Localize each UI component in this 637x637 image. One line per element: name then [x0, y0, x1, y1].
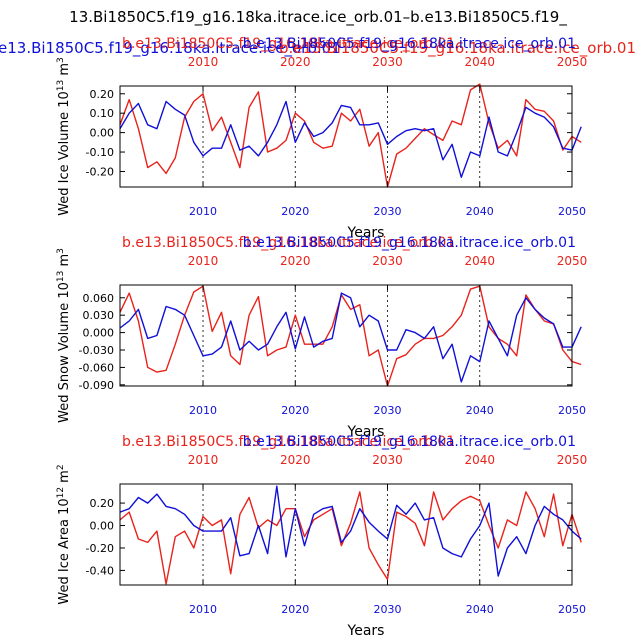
top-xtick-label: 2010	[188, 254, 219, 268]
top-xtick-label: 2030	[372, 55, 403, 69]
bottom-xtick-label: 2050	[558, 404, 586, 417]
header-title-red: b.e13.Bi1850C5.f19_g16.18ka.itrace.ice_o…	[279, 39, 636, 58]
y-axis-label-part: m	[57, 254, 72, 271]
series-line-red	[119, 491, 582, 585]
bottom-xtick-label: 2030	[374, 404, 402, 417]
y-axis-label-part: m	[57, 63, 72, 80]
header-title-blue: e13.Bi1850C5.f19_g16.18ka.itrace.ice_orb…	[0, 39, 341, 58]
ytick-label: 0.20	[90, 88, 115, 101]
bottom-xtick-label: 2010	[189, 205, 217, 218]
panels: b.e13.Bi1850C5.f19_g16.18ka.itrace.ice_o…	[56, 36, 587, 637]
panel-title-blue: b.e13.Bi1850C5.f19_g16.18ka.itrace.ice_o…	[243, 36, 576, 52]
ytick-label: -0.090	[79, 379, 114, 392]
top-xtick-label: 2040	[464, 453, 495, 467]
panel-title-blue: b.e13.Bi1850C5.f19_g16.18ka.itrace.ice_o…	[243, 235, 576, 251]
ytick-label: 0.00	[90, 127, 115, 140]
ytick-label: -0.40	[86, 564, 114, 577]
series-line-blue	[119, 485, 582, 577]
bottom-xtick-label: 2050	[558, 205, 586, 218]
ytick-label: -0.10	[86, 146, 114, 159]
y-axis-label-part: m	[57, 470, 72, 487]
top-xtick-label: 2030	[372, 254, 403, 268]
y-axis-label-exponent: 13	[56, 271, 66, 282]
plot-frame	[119, 483, 573, 586]
y-axis-label: Wed Snow Volume 1013 m3	[56, 248, 72, 423]
series-line-red	[119, 83, 582, 188]
x-axis-label: Years	[347, 225, 385, 241]
ytick-label: -0.030	[79, 344, 114, 357]
header-overlap: e13.Bi1850C5.f19_g16.18ka.itrace.ice_orb…	[0, 39, 636, 58]
top-xtick-label: 2020	[280, 453, 311, 467]
bottom-xtick-label: 2020	[281, 205, 309, 218]
ytick-label: 0.000	[83, 327, 115, 340]
bottom-xtick-label: 2020	[281, 603, 309, 616]
bottom-xtick-label: 2020	[281, 404, 309, 417]
header-title-black: 13.Bi1850C5.f19_g16.18ka.itrace.ice_orb.…	[69, 8, 567, 27]
panel-title-blue: b.e13.Bi1850C5.f19_g16.18ka.itrace.ice_o…	[243, 434, 576, 450]
y-axis-label-part: Wed Ice Volume 10	[57, 91, 72, 216]
bottom-xtick-label: 2030	[374, 205, 402, 218]
ytick-label: 0.030	[83, 309, 115, 322]
series-line-red	[119, 285, 582, 387]
top-xtick-label: 2030	[372, 453, 403, 467]
y-axis-label-exponent: 3	[56, 248, 66, 254]
top-xtick-label: 2020	[280, 55, 311, 69]
series-line-blue	[119, 292, 582, 383]
top-xtick-label: 2050	[557, 254, 588, 268]
panel-title-red: b.e13.Bi1850C5.f19_g16.18ka.itrace.ice_o…	[122, 434, 455, 450]
bottom-xtick-label: 2050	[558, 603, 586, 616]
panel-title-red: b.e13.Bi1850C5.f19_g16.18ka.itrace.ice_o…	[122, 235, 455, 251]
panel-snow-volume: b.e13.Bi1850C5.f19_g16.18ka.itrace.ice_o…	[56, 235, 587, 440]
top-xtick-label: 2040	[464, 254, 495, 268]
top-xtick-label: 2010	[188, 453, 219, 467]
y-axis-label-part: Wed Ice Area 10	[57, 498, 72, 604]
ytick-label: 0.00	[90, 520, 115, 533]
ytick-label: -0.060	[79, 361, 114, 374]
bottom-xtick-label: 2040	[466, 404, 494, 417]
ytick-label: 0.20	[90, 497, 115, 510]
y-axis-label-exponent: 13	[56, 80, 66, 91]
y-axis-label-part: Wed Snow Volume 10	[57, 282, 72, 423]
plot-frame	[119, 284, 573, 387]
plot-frame	[119, 85, 573, 188]
bottom-xtick-label: 2010	[189, 603, 217, 616]
y-axis-label: Wed Ice Volume 1013 m3	[56, 57, 72, 216]
panel-ice-volume: b.e13.Bi1850C5.f19_g16.18ka.itrace.ice_o…	[56, 36, 587, 241]
panel-title-red: b.e13.Bi1850C5.f19_g16.18ka.itrace.ice_o…	[122, 36, 455, 52]
top-xtick-label: 2050	[557, 453, 588, 467]
top-xtick-label: 2010	[188, 55, 219, 69]
bottom-xtick-label: 2030	[374, 603, 402, 616]
y-axis-label-exponent: 3	[56, 57, 66, 63]
x-axis-label: Years	[347, 623, 385, 637]
top-xtick-label: 2040	[464, 55, 495, 69]
y-axis-label-exponent: 2	[56, 464, 66, 470]
bottom-xtick-label: 2040	[466, 205, 494, 218]
series-line-blue	[119, 100, 582, 179]
y-axis-label-exponent: 12	[56, 487, 66, 498]
ytick-label: -0.20	[86, 165, 114, 178]
top-xtick-label: 2020	[280, 254, 311, 268]
bottom-xtick-label: 2010	[189, 404, 217, 417]
bottom-xtick-label: 2040	[466, 603, 494, 616]
x-axis-label: Years	[347, 424, 385, 440]
ytick-label: -0.20	[86, 542, 114, 555]
panel-ice-area: b.e13.Bi1850C5.f19_g16.18ka.itrace.ice_o…	[56, 434, 587, 637]
ytick-label: 0.10	[90, 107, 115, 120]
ytick-label: 0.060	[83, 292, 115, 305]
y-axis-label: Wed Ice Area 1012 m2	[56, 464, 72, 604]
top-xtick-label: 2050	[557, 55, 588, 69]
